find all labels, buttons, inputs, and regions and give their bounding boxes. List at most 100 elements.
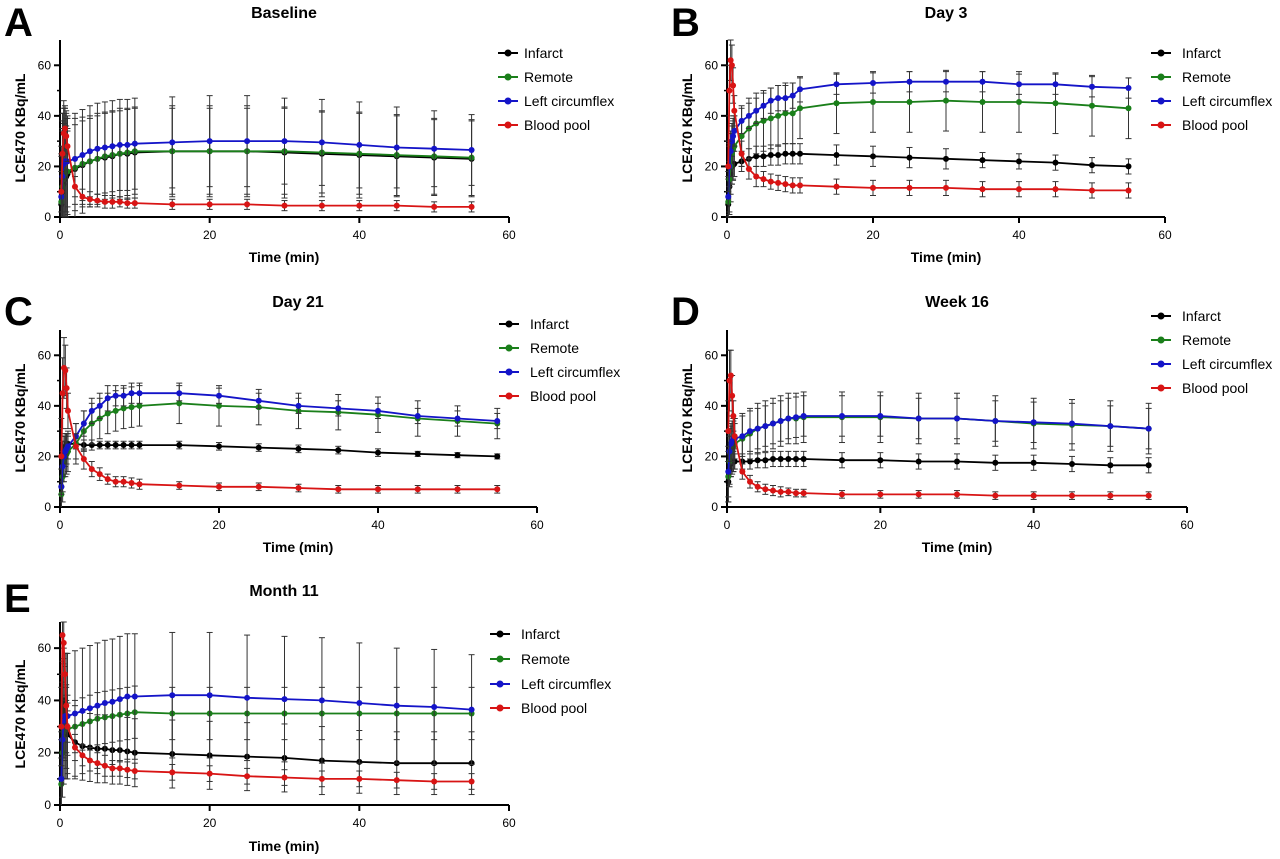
x-tick-label: 40 xyxy=(371,518,385,532)
data-point xyxy=(62,125,69,132)
legend-marker xyxy=(504,97,512,105)
legend-item-remote: Remote xyxy=(1151,69,1231,85)
legend-label: Remote xyxy=(1182,69,1231,85)
data-point xyxy=(728,62,735,69)
data-point xyxy=(915,415,922,422)
data-point xyxy=(1052,186,1059,193)
x-tick-label: 0 xyxy=(57,228,64,242)
data-point xyxy=(728,138,735,145)
data-point xyxy=(777,488,784,495)
panel-c: C Day 21 Time (min) LCE470 KBq/mL 0 20 40 6… xyxy=(4,290,620,555)
data-point xyxy=(1125,163,1132,170)
data-point xyxy=(216,402,222,409)
data-point xyxy=(747,458,753,465)
data-point xyxy=(454,486,461,493)
legend-marker xyxy=(504,49,512,57)
x-tick-label: 40 xyxy=(353,228,367,242)
legend-marker xyxy=(504,73,512,81)
data-point xyxy=(775,95,782,102)
data-point xyxy=(104,476,111,483)
data-point xyxy=(782,95,789,102)
data-point xyxy=(782,150,789,157)
data-point xyxy=(731,128,738,135)
series-blood-pool xyxy=(58,107,475,213)
data-point xyxy=(1030,419,1037,426)
data-point xyxy=(86,148,93,155)
data-point xyxy=(63,133,70,140)
series-line xyxy=(60,700,472,779)
data-point xyxy=(1052,81,1059,88)
data-point xyxy=(80,455,87,462)
data-point xyxy=(1052,100,1059,107)
legend: Infarct Remote Left circumflex Blood poo… xyxy=(1151,45,1272,133)
series-line xyxy=(60,442,498,487)
data-point xyxy=(915,491,922,498)
data-point xyxy=(72,443,79,450)
data-point xyxy=(109,143,116,150)
data-point xyxy=(414,412,421,419)
data-point xyxy=(992,418,999,425)
data-point xyxy=(79,193,86,200)
data-point xyxy=(753,107,760,114)
data-point xyxy=(71,744,78,751)
data-point xyxy=(71,183,78,190)
chart-title: Month 11 xyxy=(249,583,318,600)
y-tick-label: 60 xyxy=(38,641,52,655)
y-axis-label: LCE470 KBq/mL xyxy=(12,363,28,472)
data-point xyxy=(730,82,737,89)
data-point xyxy=(86,196,93,203)
data-point xyxy=(244,201,251,208)
data-point xyxy=(94,702,101,709)
x-tick-label: 0 xyxy=(57,518,64,532)
y-tick-label: 0 xyxy=(44,798,51,812)
data-point xyxy=(62,671,69,678)
legend-item-infarct: Infarct xyxy=(1151,308,1221,324)
data-point xyxy=(356,141,363,148)
y-tick-label: 40 xyxy=(705,109,719,123)
data-point xyxy=(393,202,400,209)
data-point xyxy=(120,478,127,485)
series-line xyxy=(727,152,1129,205)
data-point xyxy=(216,443,222,450)
legend-label: Remote xyxy=(1182,332,1231,348)
data-point xyxy=(1016,81,1022,88)
x-axis-label: Time (min) xyxy=(922,539,993,555)
data-point xyxy=(775,112,782,119)
data-point xyxy=(738,150,745,157)
plot-area: 0 20 40 60 0 20 40 60 xyxy=(705,330,1194,532)
series-left-circumflex xyxy=(58,631,475,805)
panel-d: D Week 16 Time (min) LCE470 KBq/mL 0 20 40… xyxy=(671,290,1272,555)
legend-marker xyxy=(505,320,513,328)
data-point xyxy=(767,97,774,104)
data-point xyxy=(870,79,876,86)
legend-label: Blood pool xyxy=(524,117,590,133)
chart-title: Day 3 xyxy=(925,5,968,22)
data-point xyxy=(176,442,183,449)
data-point xyxy=(800,412,807,419)
data-point xyxy=(839,457,845,464)
data-point xyxy=(59,632,66,639)
legend-label: Remote xyxy=(521,651,570,667)
series-infarct xyxy=(725,143,1132,217)
series-left-circumflex xyxy=(58,95,475,218)
data-point xyxy=(747,428,753,435)
legend-label: Blood pool xyxy=(1182,380,1248,396)
data-point xyxy=(943,97,949,104)
panel-a: A Baseline Time (min) LCE470 KBq/mL 0 20 4… xyxy=(4,1,614,265)
data-point xyxy=(1052,159,1059,166)
legend-item-infarct: Infarct xyxy=(498,45,563,61)
data-point xyxy=(124,766,131,773)
data-point xyxy=(356,775,363,782)
data-point xyxy=(725,163,732,170)
data-point xyxy=(136,442,143,449)
data-point xyxy=(94,760,101,767)
data-point xyxy=(116,141,123,148)
data-point xyxy=(454,415,461,422)
data-point xyxy=(754,425,761,432)
data-point xyxy=(58,775,65,782)
series-line xyxy=(60,150,472,202)
data-point xyxy=(767,178,774,185)
data-point xyxy=(109,198,116,205)
data-point xyxy=(255,444,262,451)
legend-item-remote: Remote xyxy=(498,69,573,85)
